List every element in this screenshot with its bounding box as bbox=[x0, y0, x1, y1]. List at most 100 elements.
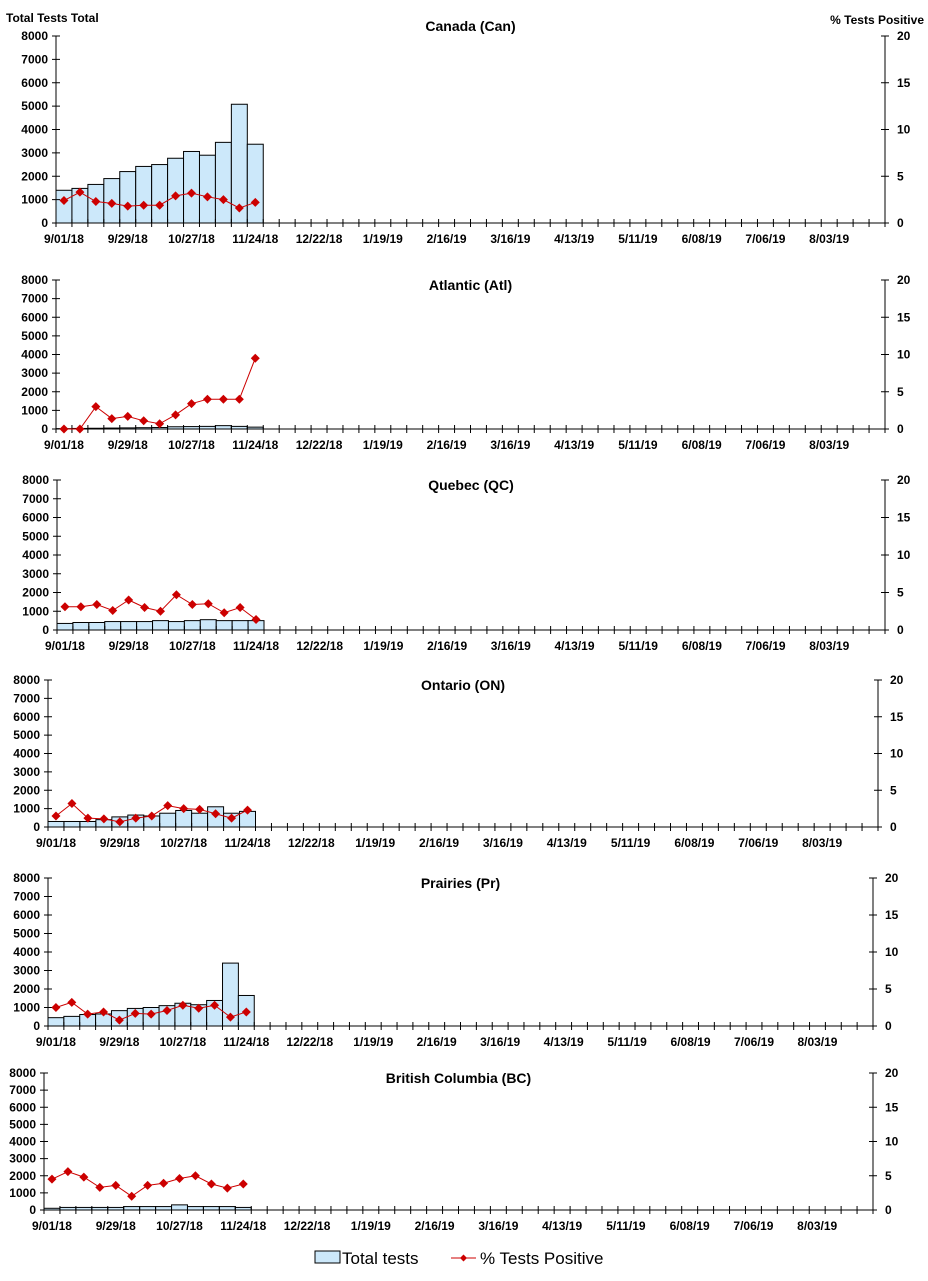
left-tick-label: 6000 bbox=[22, 511, 49, 525]
pct-positive-point bbox=[75, 187, 85, 197]
right-tick-label: 10 bbox=[897, 123, 911, 137]
bar-total-tests bbox=[171, 1204, 188, 1211]
x-tick-label: 9/01/18 bbox=[45, 639, 85, 653]
bar-total-tests bbox=[63, 1015, 81, 1027]
x-tick-label: 9/29/18 bbox=[109, 639, 149, 653]
pct-positive-point bbox=[131, 813, 141, 823]
pct-positive-point bbox=[59, 424, 69, 434]
pct-positive-point bbox=[140, 603, 150, 612]
x-tick-label: 7/06/19 bbox=[738, 836, 778, 850]
pct-positive-point bbox=[59, 196, 69, 206]
x-tick-label: 7/06/19 bbox=[746, 639, 786, 653]
bar-total-tests bbox=[202, 1206, 220, 1211]
left-tick-label: 5000 bbox=[9, 1117, 36, 1131]
right-tick-label: 0 bbox=[897, 216, 904, 230]
legend-diamond-marker bbox=[460, 1254, 467, 1262]
pct-positive-point bbox=[156, 606, 165, 616]
panel-title: Prairies (Pr) bbox=[421, 875, 500, 891]
pct-positive-point bbox=[187, 188, 197, 198]
left-tick-label: 6000 bbox=[13, 908, 40, 922]
pct-positive-point bbox=[47, 1174, 57, 1184]
pct-positive-point bbox=[218, 394, 228, 404]
x-tick-label: 9/01/18 bbox=[36, 1035, 76, 1049]
pct-positive-point bbox=[79, 1172, 89, 1182]
bar-total-tests bbox=[186, 1206, 204, 1211]
x-tick-label: 8/03/19 bbox=[797, 1035, 837, 1049]
left-tick-label: 6000 bbox=[21, 310, 48, 324]
left-tick-label: 1000 bbox=[9, 1186, 36, 1200]
bar-total-tests bbox=[119, 171, 137, 224]
pct-positive-point bbox=[51, 1003, 61, 1012]
left-tick-label: 1000 bbox=[21, 403, 48, 417]
left-tick-label: 0 bbox=[42, 623, 49, 637]
x-tick-label: 8/03/19 bbox=[809, 232, 849, 246]
left-tick-label: 3000 bbox=[21, 366, 48, 380]
left-tick-label: 7000 bbox=[13, 691, 40, 705]
left-tick-label: 4000 bbox=[21, 123, 48, 137]
bar-total-tests bbox=[215, 620, 233, 631]
left-tick-label: 2000 bbox=[21, 169, 48, 183]
left-tick-label: 2000 bbox=[13, 982, 40, 996]
x-tick-label: 12/22/18 bbox=[296, 438, 343, 452]
x-tick-label: 2/16/19 bbox=[419, 836, 459, 850]
x-tick-label: 9/29/18 bbox=[100, 836, 140, 850]
pct-positive-point bbox=[251, 615, 261, 624]
left-tick-label: 4000 bbox=[13, 945, 40, 959]
right-axis-title: % Tests Positive bbox=[830, 13, 924, 27]
right-tick-label: 10 bbox=[885, 945, 899, 959]
left-tick-label: 0 bbox=[41, 422, 48, 436]
bar-total-tests bbox=[183, 150, 200, 224]
bar-total-tests bbox=[152, 620, 169, 631]
x-tick-label: 8/03/19 bbox=[797, 1219, 837, 1233]
bar-total-tests bbox=[47, 1017, 65, 1027]
left-tick-label: 7000 bbox=[21, 292, 48, 306]
pct-positive-point bbox=[218, 195, 228, 205]
right-tick-label: 5 bbox=[897, 169, 904, 183]
pct-positive-point bbox=[234, 394, 244, 404]
pct-positive-point bbox=[190, 1171, 200, 1181]
legend-bar-swatch bbox=[314, 1250, 341, 1264]
pct-positive-point bbox=[234, 203, 244, 213]
pct-positive-point bbox=[187, 600, 197, 609]
pct-positive-point bbox=[75, 424, 85, 434]
x-tick-label: 7/06/19 bbox=[733, 1219, 773, 1233]
x-tick-label: 3/16/19 bbox=[480, 1035, 520, 1049]
right-tick-label: 15 bbox=[897, 76, 911, 90]
x-tick-label: 6/08/19 bbox=[674, 836, 714, 850]
bar-total-tests bbox=[135, 165, 153, 224]
left-tick-label: 3000 bbox=[22, 567, 49, 581]
right-tick-label: 15 bbox=[890, 710, 904, 724]
x-tick-label: 7/06/19 bbox=[734, 1035, 774, 1049]
x-tick-label: 10/27/18 bbox=[168, 438, 215, 452]
right-tick-label: 0 bbox=[890, 820, 897, 834]
pct-positive-point bbox=[63, 1167, 73, 1177]
panel-title: Atlantic (Atl) bbox=[429, 277, 512, 293]
pct-positive-point bbox=[171, 590, 181, 600]
pct-positive-point bbox=[227, 813, 237, 823]
bar-total-tests bbox=[155, 1206, 173, 1211]
x-tick-label: 8/03/19 bbox=[809, 438, 849, 452]
pct-positive-point bbox=[95, 1182, 105, 1192]
pct-positive-point bbox=[83, 1009, 93, 1019]
x-tick-label: 7/06/19 bbox=[745, 232, 785, 246]
panel-title: Canada (Can) bbox=[425, 18, 515, 34]
pct-positive-point bbox=[123, 411, 133, 421]
pct-positive-point bbox=[91, 196, 101, 206]
pct-positive-point bbox=[130, 1008, 140, 1018]
pct-positive-point bbox=[139, 200, 149, 210]
x-tick-label: 4/13/19 bbox=[542, 1219, 582, 1233]
left-tick-label: 1000 bbox=[22, 604, 49, 618]
x-tick-label: 9/01/18 bbox=[44, 438, 84, 452]
x-tick-label: 5/11/19 bbox=[619, 639, 659, 653]
pct-positive-point bbox=[51, 811, 61, 821]
x-tick-label: 8/03/19 bbox=[809, 639, 849, 653]
bar-total-tests bbox=[55, 189, 73, 224]
left-axis-title: Total Tests Total bbox=[6, 11, 99, 25]
x-tick-label: 6/08/19 bbox=[682, 639, 722, 653]
x-tick-label: 11/24/18 bbox=[232, 438, 278, 452]
left-tick-label: 0 bbox=[41, 216, 48, 230]
x-tick-label: 3/16/19 bbox=[490, 232, 530, 246]
pct-positive-point bbox=[178, 1000, 188, 1010]
pct-positive-point bbox=[60, 602, 70, 612]
left-tick-label: 0 bbox=[29, 1203, 36, 1217]
